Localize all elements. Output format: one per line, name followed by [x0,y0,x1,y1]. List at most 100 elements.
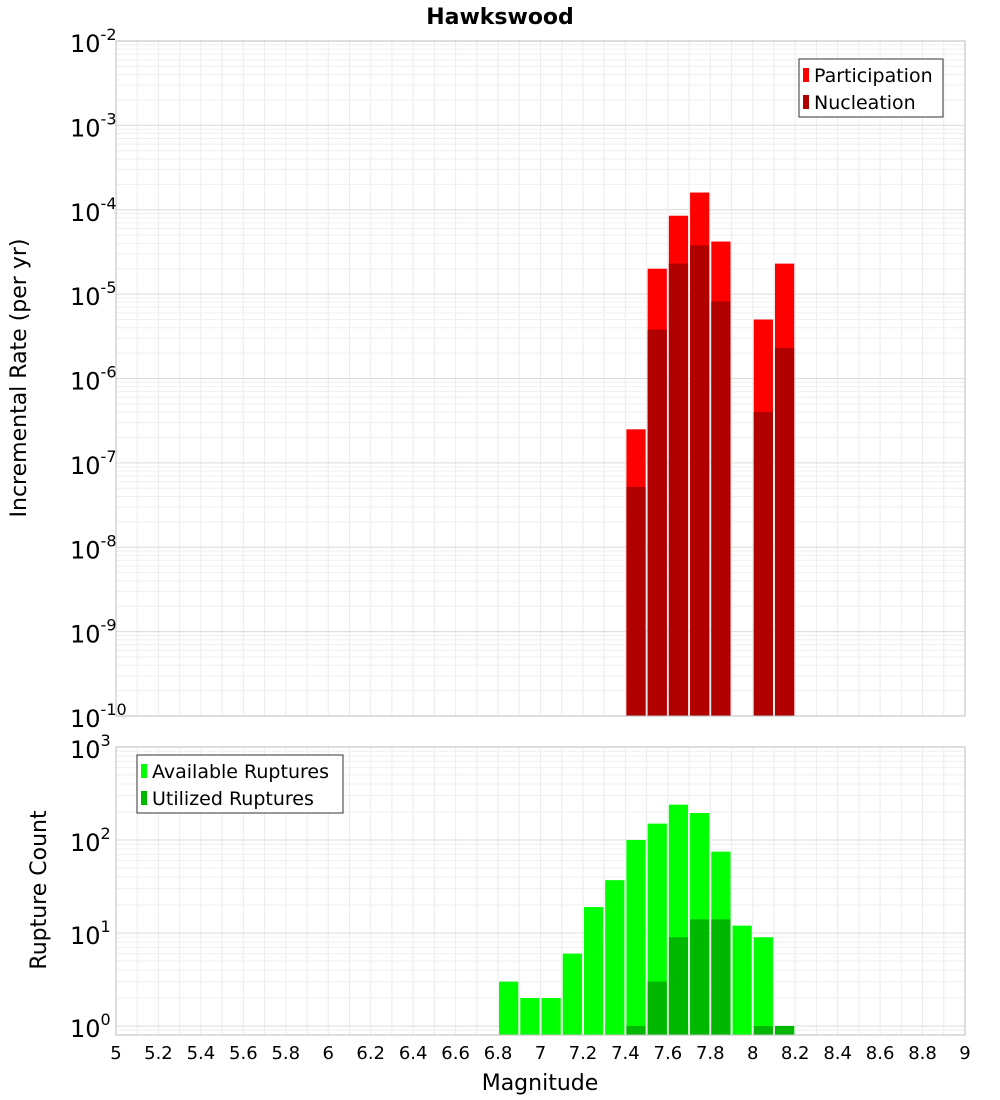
plot-frame [115,40,966,717]
x-tick-label: 5.6 [229,1043,258,1064]
y-tick-base: 10 [70,536,101,564]
bar-utilized-ruptures [774,1025,795,1035]
legend-entry: Available Ruptures [152,761,329,783]
y-tick-base: 10 [70,199,101,227]
x-tick-label: 8.6 [866,1043,895,1064]
y-tick-label: 10-6 [70,363,117,396]
x-tick-label: 8.4 [823,1043,852,1064]
y-tick-label: 10-7 [70,447,117,480]
series-utilized-ruptures [626,919,795,1035]
y-tick-exponent: -10 [101,700,127,719]
chart-title: Hawkswood [426,5,574,30]
bar-utilized-ruptures [647,981,667,1035]
y-tick-label: 10-5 [70,278,117,311]
bar-utilized-ruptures [711,919,731,1035]
x-tick-label: 9 [959,1043,970,1064]
bar-available-ruptures [732,925,752,1035]
legend: Participation Nucleation [798,58,944,118]
y-tick-exponent: 3 [101,731,111,750]
y-tick-label: 10-2 [70,25,117,58]
y-tick-base: 10 [70,452,101,480]
y-tick-exponent: -3 [101,109,117,128]
bar-available-ruptures [626,839,646,1035]
bar-nucleation [626,486,646,716]
y-tick-exponent: 1 [101,917,111,936]
y-tick-base: 10 [70,829,101,857]
y-tick-label: 103 [70,731,111,764]
y-tick-base: 10 [70,736,101,764]
bar-available-ruptures [562,953,582,1035]
y-tick-label: 101 [70,917,111,950]
y-tick-label: 100 [70,1010,111,1043]
y-tick-label: 10-8 [70,531,117,564]
legend-entry: Nucleation [814,92,916,114]
bar-nucleation [774,347,795,716]
legend-swatch [141,764,147,778]
x-tick-label: 7.2 [569,1043,598,1064]
x-tick-label: 7 [535,1043,546,1064]
bar-available-ruptures [583,907,604,1035]
y-tick-base: 10 [70,621,101,649]
x-tick-label: 6.8 [484,1043,513,1064]
gridlines [115,40,966,717]
bar-nucleation [753,412,773,716]
x-tick-label: 5 [110,1043,121,1064]
bar-available-ruptures [605,880,625,1035]
legend-box [136,754,344,814]
y-tick-label: 102 [70,824,111,857]
y-tick-label: 10-9 [70,616,117,649]
bar-utilized-ruptures [668,937,689,1035]
x-tick-label: 7.6 [654,1043,683,1064]
y-tick-exponent: -2 [101,25,117,44]
bar-nucleation [668,263,689,716]
legend-entry: Participation [814,65,933,87]
legend-entry: Utilized Ruptures [152,788,314,810]
y-tick-base: 10 [70,705,101,733]
legend-swatch [803,68,809,82]
bottom-y-axis-label: Rupture Count [27,810,52,970]
plot-frame [115,746,966,1036]
bar-utilized-ruptures [753,1025,773,1035]
top-y-axis-label: Incremental Rate (per yr) [7,239,32,518]
y-tick-exponent: -7 [101,447,117,466]
series-available-ruptures [499,804,795,1035]
participation-nucleation-plot: 10-210-310-410-510-610-710-810-910-10Par… [70,25,966,733]
bar-available-ruptures [753,937,773,1035]
bar-nucleation [711,301,731,716]
y-tick-base: 10 [70,283,101,311]
bar-utilized-ruptures [626,1025,646,1035]
x-tick-label: 7.8 [696,1043,725,1064]
x-tick-label: 5.4 [187,1043,216,1064]
y-tick-exponent: -5 [101,278,117,297]
x-tick-label: 8.2 [781,1043,810,1064]
x-tick-label: 7.4 [611,1043,640,1064]
x-tick-label: 8 [747,1043,758,1064]
y-tick-exponent: -6 [101,363,117,382]
series-nucleation [626,245,795,717]
legend: Available Ruptures Utilized Ruptures [136,754,344,814]
legend-swatch [803,95,809,109]
y-tick-label: 10-3 [70,109,117,142]
bar-utilized-ruptures [690,919,710,1035]
y-tick-label: 10-10 [70,700,127,733]
bar-available-ruptures [520,997,540,1035]
y-tick-base: 10 [70,1015,101,1043]
y-tick-base: 10 [70,922,101,950]
y-tick-base: 10 [70,30,101,58]
y-tick-base: 10 [70,114,101,142]
y-tick-exponent: -8 [101,531,117,550]
bar-nucleation [647,329,667,716]
bar-nucleation [690,245,710,717]
y-tick-label: 10-4 [70,194,117,227]
x-tick-label: 5.8 [271,1043,300,1064]
x-tick-label: 6.6 [441,1043,470,1064]
legend-swatch [141,791,147,805]
x-tick-label: 6.4 [399,1043,428,1064]
x-tick-label: 6 [323,1043,334,1064]
x-tick-label: 6.2 [356,1043,385,1064]
x-tick-label: 8.8 [908,1043,937,1064]
bar-available-ruptures [541,997,561,1035]
